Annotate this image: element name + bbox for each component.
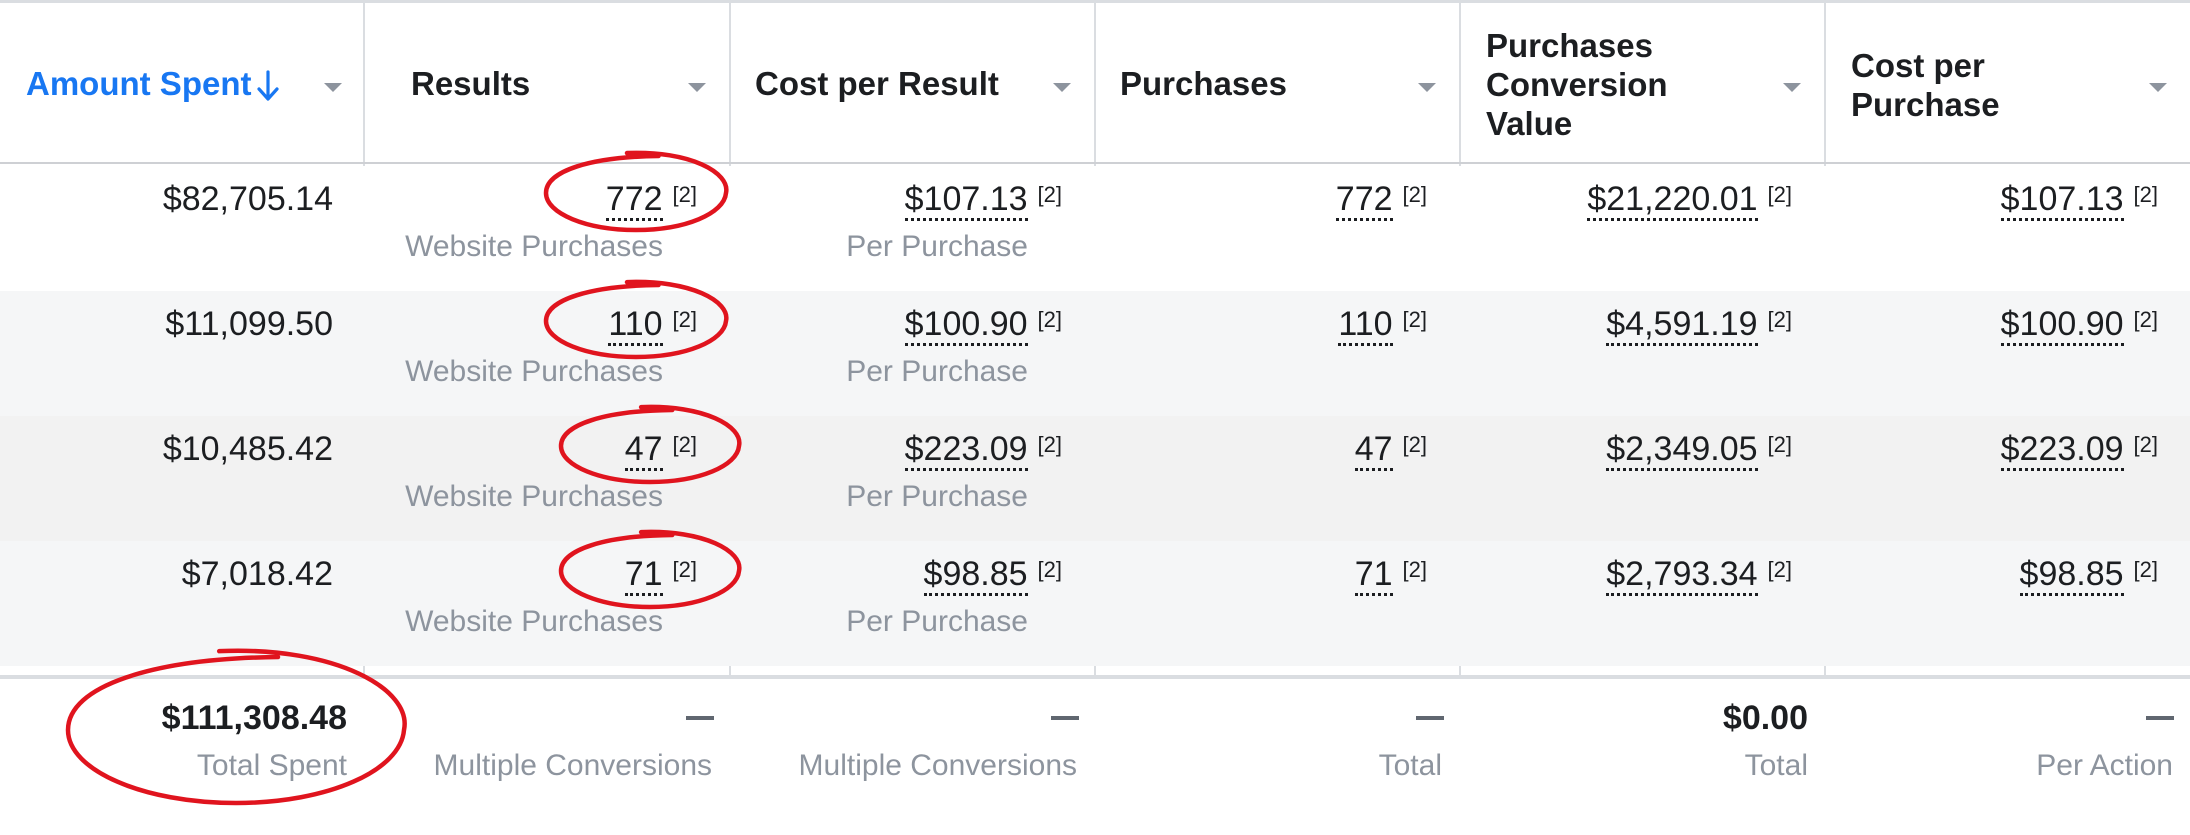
- cost-per-result-label: Per Purchase: [846, 355, 1028, 388]
- results-value[interactable]: 71 [2]: [624, 555, 697, 596]
- conversion-value-total-label: Total: [1744, 749, 1808, 782]
- table-header: Amount Spent Results Cost per Result Pur…: [0, 3, 2190, 164]
- total-amount-spent-label: Total Spent: [196, 749, 347, 782]
- column-header-cost-per-purchase[interactable]: Cost per Purchase: [1826, 3, 2190, 164]
- footnote-marker: [2]: [2133, 432, 2158, 457]
- footnote-marker: [2]: [1402, 557, 1427, 582]
- purchases-value[interactable]: 110 [2]: [1338, 305, 1427, 346]
- amount-spent-value: $82,705.14: [162, 180, 333, 218]
- footnote-marker: [2]: [672, 182, 697, 207]
- column-header-purchases-conversion-value[interactable]: Purchases Conversion Value: [1461, 3, 1824, 164]
- total-conversion-value: $0.00: [1722, 699, 1808, 737]
- results-value[interactable]: 47 [2]: [624, 430, 697, 471]
- footnote-marker: [2]: [1767, 432, 1792, 457]
- cost-per-purchase-value[interactable]: $223.09 [2]: [2000, 430, 2158, 471]
- table-totals-row: $111,308.48 Total Spent Multiple Convers…: [0, 675, 2190, 835]
- column-header-label: Amount Spent: [26, 64, 280, 103]
- column-header-cost-per-result[interactable]: Cost per Result: [731, 3, 1094, 164]
- conversion-value-value[interactable]: $2,793.34 [2]: [1606, 555, 1792, 596]
- cost-per-purchase-value[interactable]: $100.90 [2]: [2000, 305, 2158, 346]
- cost-per-result-label: Per Purchase: [846, 605, 1028, 638]
- conversion-value-value[interactable]: $4,591.19 [2]: [1606, 305, 1792, 346]
- cost-per-result-label: Per Purchase: [846, 480, 1028, 513]
- results-type-label: Website Purchases: [405, 230, 663, 263]
- amount-spent-value: $7,018.42: [181, 555, 333, 593]
- column-menu-caret-icon[interactable]: [324, 83, 342, 92]
- footnote-marker: [2]: [2133, 557, 2158, 582]
- sort-descending-icon: [257, 70, 280, 101]
- footnote-marker: [2]: [1402, 182, 1427, 207]
- column-menu-caret-icon[interactable]: [688, 83, 706, 92]
- cost-per-result-value[interactable]: $223.09 [2]: [904, 430, 1062, 471]
- footnote-marker: [2]: [1767, 557, 1792, 582]
- conversion-value-value[interactable]: $2,349.05 [2]: [1606, 430, 1792, 471]
- footnote-marker: [2]: [2133, 182, 2158, 207]
- column-menu-caret-icon[interactable]: [1418, 83, 1436, 92]
- cost-per-result-total-label: Multiple Conversions: [798, 749, 1077, 782]
- results-type-label: Website Purchases: [405, 480, 663, 513]
- column-header-label: Cost per Purchase: [1851, 47, 2000, 123]
- column-header-label: Purchases Conversion Value: [1486, 27, 1668, 142]
- footnote-marker: [2]: [1402, 307, 1427, 332]
- footnote-marker: [2]: [2133, 307, 2158, 332]
- column-header-label: Results: [411, 65, 531, 102]
- table-row: $82,705.14 772 [2] Website Purchases $107…: [0, 166, 2190, 291]
- footnote-marker: [2]: [1037, 182, 1062, 207]
- results-value[interactable]: 110 [2]: [608, 305, 697, 346]
- empty-value-dash: [686, 716, 714, 720]
- column-header-label: Cost per Result: [755, 65, 999, 102]
- footnote-marker: [2]: [1402, 432, 1427, 457]
- column-header-amount-spent[interactable]: Amount Spent: [0, 3, 363, 164]
- footnote-marker: [2]: [672, 307, 697, 332]
- purchases-value[interactable]: 47 [2]: [1354, 430, 1427, 471]
- footnote-marker: [2]: [1037, 307, 1062, 332]
- results-type-label: Website Purchases: [405, 355, 663, 388]
- footnote-marker: [2]: [672, 432, 697, 457]
- purchases-value[interactable]: 772 [2]: [1335, 180, 1427, 221]
- column-header-label: Purchases: [1120, 65, 1287, 102]
- column-menu-caret-icon[interactable]: [2149, 83, 2167, 92]
- table-row: $11,099.50 110 [2] Website Purchases $100…: [0, 291, 2190, 416]
- cost-per-result-value[interactable]: $107.13 [2]: [904, 180, 1062, 221]
- total-amount-spent: $111,308.48: [161, 699, 347, 737]
- cost-per-result-label: Per Purchase: [846, 230, 1028, 263]
- footnote-marker: [2]: [1767, 307, 1792, 332]
- results-value[interactable]: 772 [2]: [605, 180, 697, 221]
- results-type-label: Website Purchases: [405, 605, 663, 638]
- cost-per-purchase-value[interactable]: $98.85 [2]: [2019, 555, 2158, 596]
- purchases-value[interactable]: 71 [2]: [1354, 555, 1427, 596]
- footnote-marker: [2]: [1767, 182, 1792, 207]
- conversion-value-value[interactable]: $21,220.01 [2]: [1587, 180, 1792, 221]
- amount-spent-value: $10,485.42: [162, 430, 333, 468]
- cost-per-purchase-value[interactable]: $107.13 [2]: [2000, 180, 2158, 221]
- table-row: $7,018.42 71 [2] Website Purchases $98.85…: [0, 541, 2190, 666]
- cost-per-purchase-total-label: Per Action: [2036, 749, 2173, 782]
- empty-value-dash: [1051, 716, 1079, 720]
- purchases-total-label: Total: [1378, 749, 1442, 782]
- amount-spent-value: $11,099.50: [165, 305, 333, 343]
- footnote-marker: [2]: [672, 557, 697, 582]
- empty-value-dash: [1416, 716, 1444, 720]
- results-total-label: Multiple Conversions: [433, 749, 712, 782]
- column-header-results[interactable]: Results: [365, 3, 729, 164]
- column-header-purchases[interactable]: Purchases: [1096, 3, 1459, 164]
- empty-value-dash: [2146, 716, 2174, 720]
- footnote-marker: [2]: [1037, 557, 1062, 582]
- cost-per-result-value[interactable]: $100.90 [2]: [904, 305, 1062, 346]
- footnote-marker: [2]: [1037, 432, 1062, 457]
- cost-per-result-value[interactable]: $98.85 [2]: [923, 555, 1062, 596]
- table-row: $10,485.42 47 [2] Website Purchases $223.…: [0, 416, 2190, 541]
- column-menu-caret-icon[interactable]: [1783, 83, 1801, 92]
- column-menu-caret-icon[interactable]: [1053, 83, 1071, 92]
